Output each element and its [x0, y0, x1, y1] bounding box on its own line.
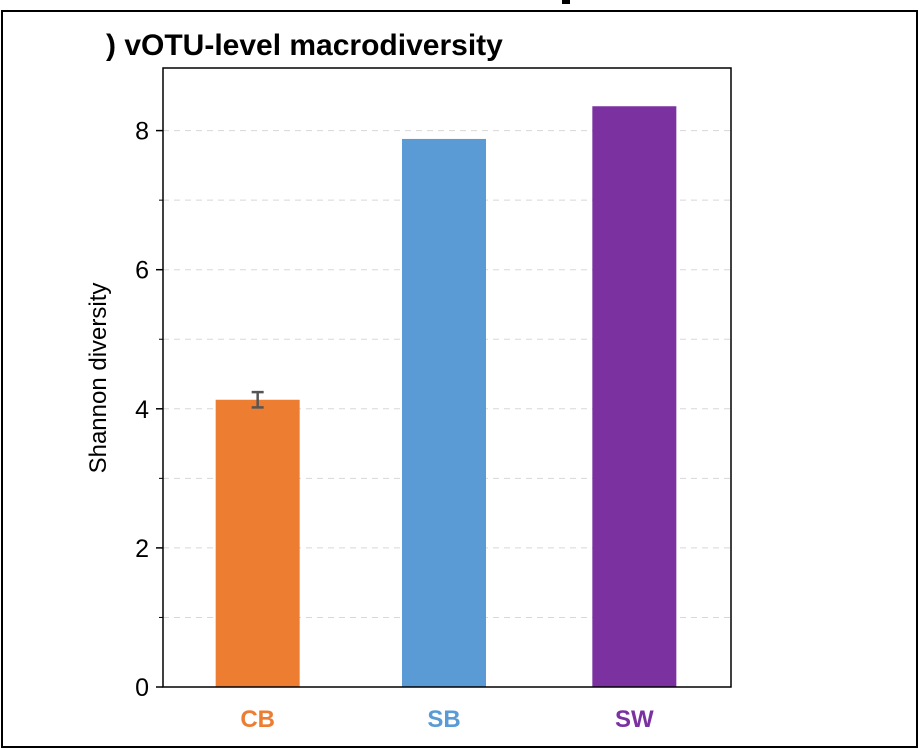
x-category-label-sb: SB — [427, 706, 460, 733]
y-tick-label: 8 — [135, 118, 149, 146]
bar-sb — [402, 138, 486, 687]
chart-title: ) vOTU-level macrodiversity — [106, 29, 503, 62]
bars — [215, 106, 677, 687]
plot-area-border — [162, 67, 732, 688]
y-tick-label: 6 — [135, 257, 149, 285]
y-axis-ticks: 0 2 4 6 8 — [135, 118, 163, 702]
y-tick-label: 4 — [135, 396, 149, 424]
y-tick-label: 0 — [135, 674, 149, 702]
cropped-header-fragment — [562, 0, 570, 4]
x-category-label-cb: CB — [240, 706, 275, 733]
error-bars — [251, 390, 264, 409]
bar-cb — [215, 399, 300, 687]
y-axis-label: Shannon diversity — [85, 283, 112, 474]
x-category-label-sw: SW — [615, 706, 654, 733]
y-tick-label: 2 — [135, 535, 149, 563]
bar-sw — [592, 106, 677, 687]
x-axis-labels: CB SB SW — [240, 706, 654, 733]
outer-border — [1, 10, 918, 748]
